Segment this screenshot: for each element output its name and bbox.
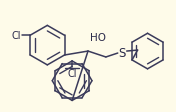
Text: Cl: Cl: [67, 68, 77, 78]
Text: HO: HO: [90, 33, 106, 43]
Text: S: S: [118, 46, 125, 59]
Text: Cl: Cl: [12, 31, 21, 41]
